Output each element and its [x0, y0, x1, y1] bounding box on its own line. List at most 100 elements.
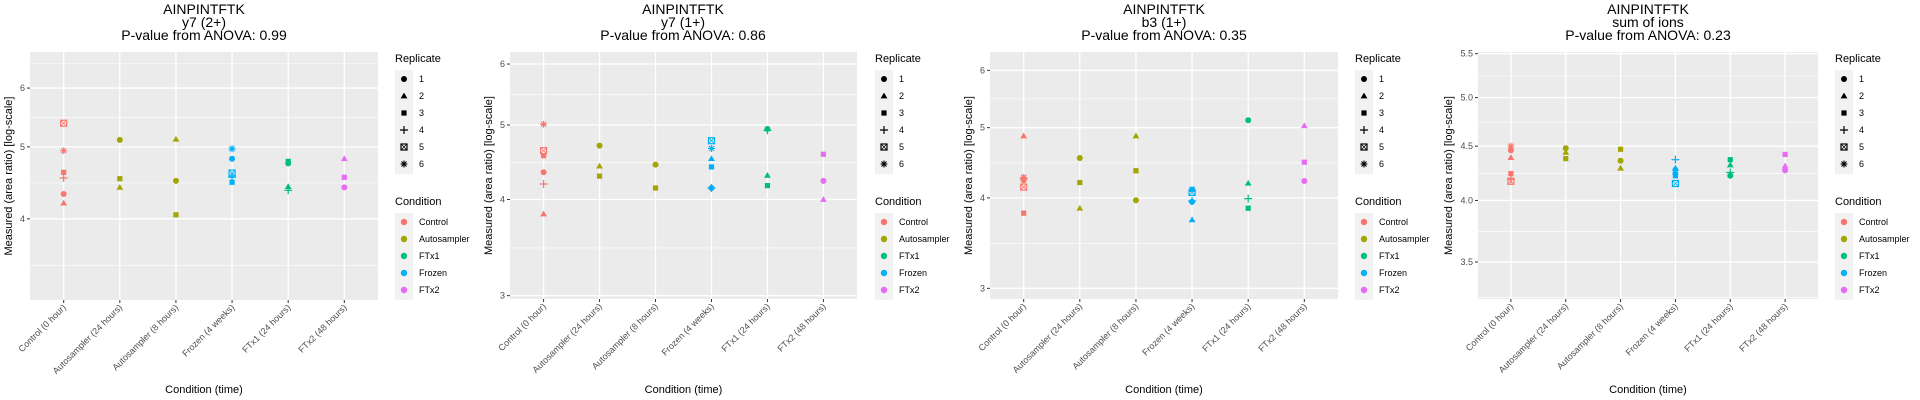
data-point: [763, 126, 772, 135]
legend-key-square-icon: [1841, 110, 1847, 116]
data-point: [1301, 178, 1308, 185]
data-point: [1021, 210, 1027, 216]
chart-title-line: AINPINTFTK: [642, 1, 724, 17]
x-tick-label: Frozen (4 weeks): [1624, 301, 1680, 357]
data-point: [1726, 161, 1734, 168]
data-point: [540, 210, 547, 217]
legend-key-color-dot-icon: [880, 286, 888, 294]
legend-label: 2: [899, 91, 904, 101]
data-point: [1507, 147, 1514, 154]
y-tick-label: 3: [980, 283, 985, 293]
legend-label: Control: [419, 217, 448, 227]
legend-title-replicate: Replicate: [875, 53, 921, 65]
legend-title-condition: Condition: [875, 196, 921, 208]
y-tick-label: 6: [20, 83, 25, 93]
legend-key-color-dot-icon: [400, 252, 408, 260]
x-tick-label: FTx2 (48 hours): [296, 302, 348, 354]
data-point: [707, 184, 716, 193]
legend-key-color-dot-icon: [1840, 218, 1848, 226]
chart-title-line: b3 (1+): [1142, 14, 1187, 30]
data-point: [116, 183, 124, 190]
data-point: [1671, 166, 1679, 174]
legend-key-triangle-icon: [400, 92, 408, 99]
legend-key-color-dot-icon: [1360, 269, 1368, 277]
data-point: [1507, 177, 1515, 185]
y-tick-label: 6: [500, 59, 505, 69]
legend-key-color-dot-icon: [1360, 235, 1368, 243]
legend-key-color-dot-icon: [400, 269, 408, 277]
data-point: [228, 145, 236, 153]
legend-label: 1: [419, 74, 424, 84]
data-point: [596, 173, 603, 179]
legend-key-circle-icon: [1361, 76, 1367, 82]
data-point: [1562, 145, 1569, 152]
data-point: [1133, 168, 1139, 174]
y-tick-label: 3.5: [1460, 257, 1473, 267]
x-tick-label: Control (0 hour): [16, 302, 68, 354]
data-point: [1020, 183, 1028, 191]
y-tick-label: 5: [980, 123, 985, 133]
legend-label: FTx2: [419, 285, 440, 295]
legend-key-asterisk-icon: [880, 160, 888, 168]
legend-label: Frozen: [1859, 268, 1887, 278]
y-axis-title: Measured (area ratio) [log-scale]: [483, 96, 495, 255]
legend-key-color-dot-icon: [1840, 286, 1848, 294]
chart-title-line: y7 (1+): [661, 14, 705, 30]
data-point: [117, 176, 123, 182]
legend-key-background: [395, 70, 413, 174]
y-tick-label: 4: [500, 195, 505, 205]
legend-label: 5: [1859, 142, 1864, 152]
legend-label: 5: [899, 142, 904, 152]
y-tick-label: 4.5: [1460, 141, 1473, 151]
legend-label: Frozen: [1379, 268, 1407, 278]
data-point: [1245, 117, 1252, 124]
x-tick-label: Autosampler (8 hours): [1070, 301, 1140, 371]
data-point: [1188, 188, 1196, 196]
data-point: [652, 161, 659, 168]
data-point: [1188, 216, 1196, 223]
plot-background: [510, 52, 857, 299]
legend-key-plus-icon: [1840, 126, 1848, 134]
data-point: [341, 184, 348, 191]
legend: Replicate 1 2 3 4 5 6 Condition Control Autosampl…: [1355, 53, 1430, 300]
legend-label: Control: [899, 217, 928, 227]
data-point: [60, 199, 68, 206]
y-tick-label: 4.0: [1460, 195, 1473, 205]
data-point: [59, 173, 68, 182]
legend-label: 6: [899, 159, 904, 169]
legend-label: Autosampler: [1379, 234, 1430, 244]
legend-key-color-dot-icon: [880, 252, 888, 260]
chart-title-line: AINPINTFTK: [1607, 1, 1689, 17]
data-point: [1076, 204, 1084, 211]
legend-label: FTx2: [899, 285, 920, 295]
data-point: [764, 171, 771, 178]
data-point: [1300, 122, 1308, 129]
data-point: [1301, 159, 1307, 165]
data-point: [1077, 179, 1083, 186]
data-point: [172, 177, 179, 184]
legend-key-boxed-square-icon: [880, 143, 888, 151]
legend-title-replicate: Replicate: [1355, 53, 1401, 65]
data-point: [285, 160, 292, 167]
data-point: [284, 186, 293, 195]
data-point: [60, 147, 68, 155]
legend-label: 6: [1379, 159, 1384, 169]
legend-label: 1: [1379, 74, 1384, 84]
legend-label: 1: [899, 74, 904, 84]
plot-background: [30, 52, 378, 300]
x-tick-label: Frozen (4 weeks): [660, 301, 716, 357]
data-point: [1020, 132, 1028, 139]
data-point: [820, 177, 827, 184]
data-point: [707, 137, 716, 145]
data-point: [1563, 156, 1569, 162]
legend-label: 2: [419, 91, 424, 101]
legend-title-condition: Condition: [395, 196, 441, 208]
legend: Replicate 1 2 3 4 5 6 Condition Control Autosampl…: [395, 53, 470, 300]
legend-label: 4: [419, 125, 424, 135]
data-point: [1781, 162, 1789, 169]
data-point: [1671, 155, 1680, 164]
data-point: [1132, 132, 1140, 139]
legend-key-triangle-icon: [880, 92, 888, 99]
